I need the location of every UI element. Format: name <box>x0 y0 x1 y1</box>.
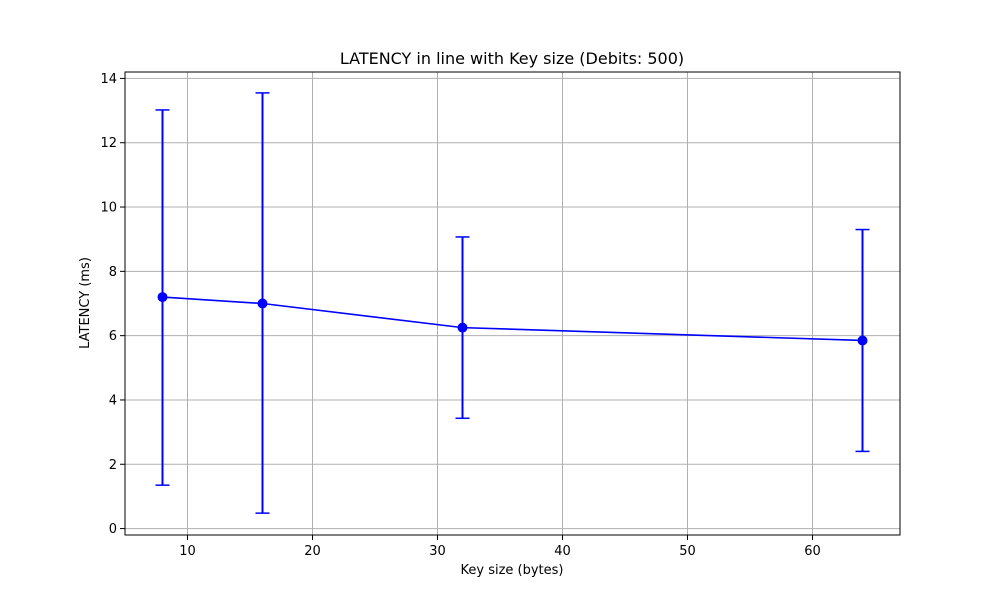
x-tick-label: 30 <box>429 544 446 559</box>
grid-lines <box>125 72 900 535</box>
y-tick-label: 8 <box>109 265 117 280</box>
axis-ticks: 10 20 30 40 50 60 0 2 4 6 8 10 12 14 <box>100 72 820 559</box>
series-line <box>162 296 863 342</box>
data-point <box>857 335 868 346</box>
data-point <box>257 298 268 309</box>
data-point <box>457 322 468 333</box>
y-tick-label: 14 <box>100 72 117 87</box>
data-point <box>157 292 168 303</box>
series-layer <box>155 92 870 514</box>
y-tick-label: 4 <box>109 393 117 408</box>
y-tick-label: 0 <box>109 522 117 537</box>
x-tick-label: 20 <box>304 544 321 559</box>
y-axis-label: LATENCY (ms) <box>78 257 93 349</box>
plot-frame <box>124 71 901 536</box>
x-tick-label: 40 <box>554 544 571 559</box>
x-tick-label: 10 <box>179 544 196 559</box>
x-tick-label: 60 <box>804 544 821 559</box>
x-axis-label: Key size (bytes) <box>461 563 564 578</box>
x-tick-label: 50 <box>679 544 696 559</box>
y-tick-label: 6 <box>109 329 117 344</box>
y-tick-label: 10 <box>100 201 117 216</box>
y-tick-label: 12 <box>100 136 117 151</box>
y-tick-label: 2 <box>109 458 117 473</box>
chart-title: LATENCY in line with Key size (Debits: 5… <box>340 49 684 68</box>
